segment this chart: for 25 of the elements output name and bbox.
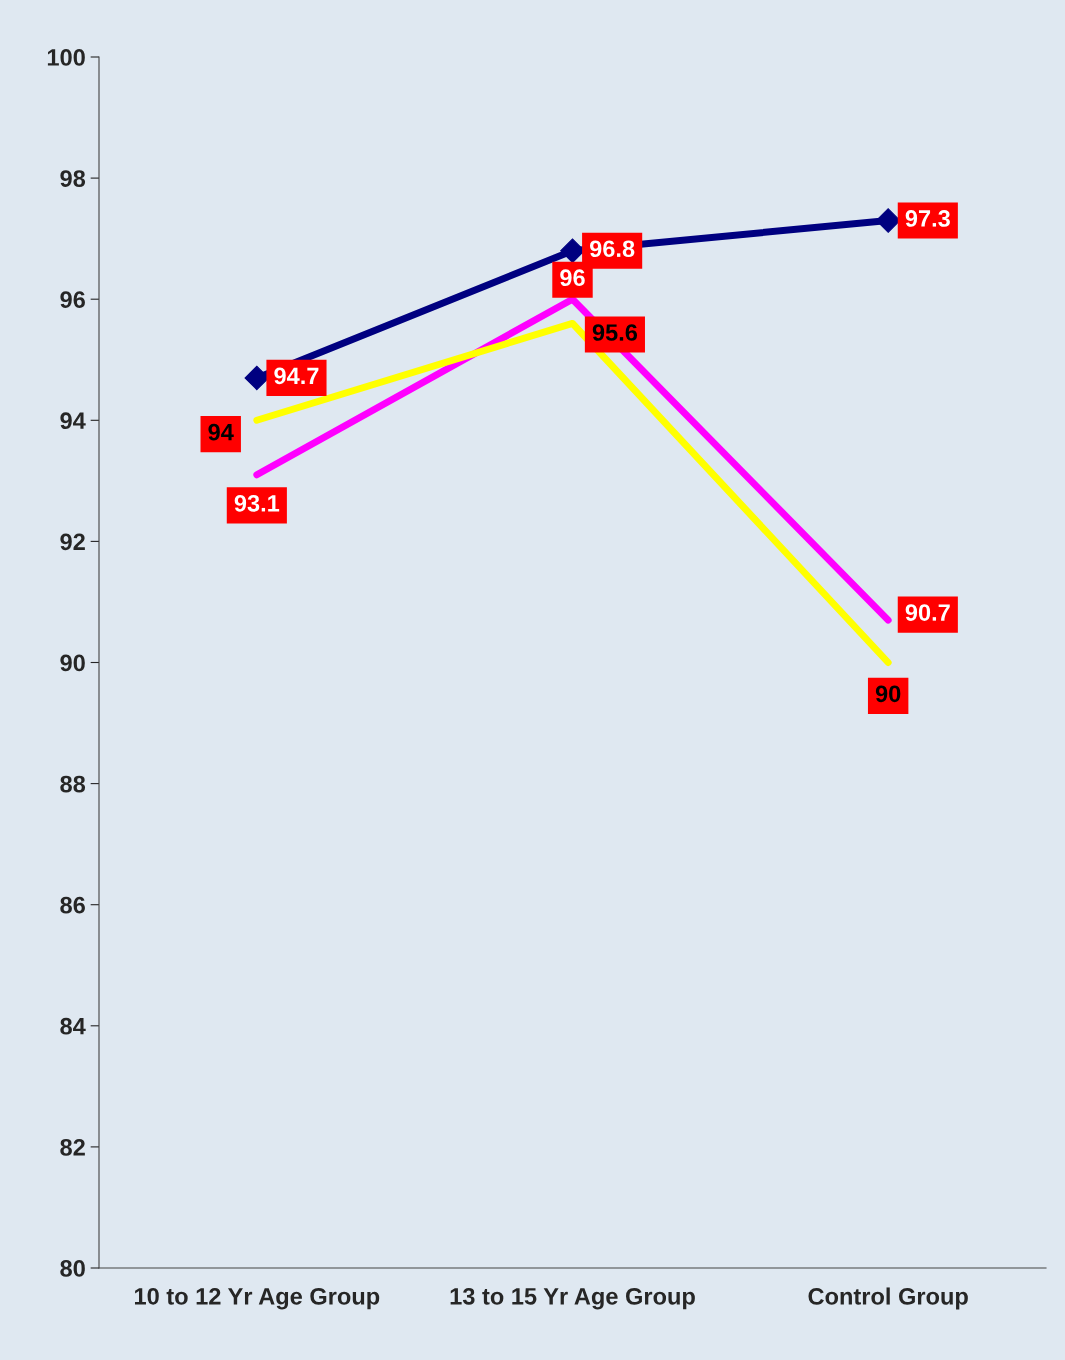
x-tick-label: Control Group (808, 1287, 968, 1310)
y-tick-label: 88 (60, 775, 86, 793)
x-tick-label: 10 to 12 Yr Age Group (134, 1287, 380, 1310)
y-tick-label: 100 (47, 49, 85, 66)
data-label: 90.7 (905, 604, 950, 621)
y-tick-label: 94 (60, 412, 86, 430)
data-label: 94 (208, 423, 234, 441)
y-tick-label: 80 (60, 1260, 85, 1277)
y-tick-label: 92 (60, 533, 85, 551)
x-tick-label: 13 to 15 Yr Age Group (450, 1287, 695, 1310)
point (875, 208, 901, 233)
y-tick-label: 98 (60, 170, 86, 187)
data-label: 97.3 (905, 210, 950, 227)
y-tick-label: 84 (60, 1017, 86, 1035)
data-label: 95.6 (592, 324, 638, 341)
data-label: 90 (875, 685, 901, 703)
data-label: 93.1 (234, 494, 280, 512)
y-tick-label: 96 (60, 291, 85, 308)
data-label: 96.8 (589, 240, 635, 258)
data-label: 94.7 (274, 367, 319, 385)
data-label: 96 (560, 269, 585, 287)
y-tick-label: 82 (60, 1138, 85, 1156)
y-tick-label: 86 (60, 896, 85, 914)
y-tick-label: 90 (60, 654, 85, 672)
point (560, 238, 585, 264)
